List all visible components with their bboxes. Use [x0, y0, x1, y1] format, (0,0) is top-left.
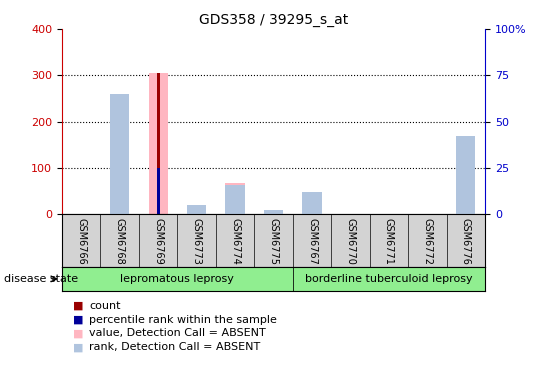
Text: ■: ■: [73, 328, 83, 339]
Text: GSM6773: GSM6773: [191, 218, 202, 265]
Text: GSM6768: GSM6768: [115, 218, 125, 265]
Text: percentile rank within the sample: percentile rank within the sample: [89, 314, 277, 325]
Text: ■: ■: [73, 314, 83, 325]
Text: GSM6776: GSM6776: [461, 218, 471, 265]
Title: GDS358 / 39295_s_at: GDS358 / 39295_s_at: [199, 13, 348, 27]
Bar: [157, 168, 160, 214]
Bar: [149, 73, 168, 214]
Text: GSM6769: GSM6769: [153, 218, 163, 265]
Bar: [62, 267, 293, 291]
Text: count: count: [89, 300, 120, 311]
Text: GSM6774: GSM6774: [230, 218, 240, 265]
Bar: [302, 195, 322, 214]
Text: ■: ■: [73, 342, 83, 352]
Text: GSM6766: GSM6766: [76, 218, 86, 265]
Text: GSM6775: GSM6775: [268, 218, 279, 265]
Text: GSM6767: GSM6767: [307, 218, 317, 265]
Text: lepromatous leprosy: lepromatous leprosy: [120, 274, 234, 284]
Text: borderline tuberculoid leprosy: borderline tuberculoid leprosy: [305, 274, 473, 284]
Text: value, Detection Call = ABSENT: value, Detection Call = ABSENT: [89, 328, 266, 339]
Bar: [110, 94, 129, 214]
Text: ■: ■: [73, 300, 83, 311]
Bar: [456, 152, 475, 214]
Bar: [225, 183, 245, 214]
Text: GSM6770: GSM6770: [345, 218, 356, 265]
Text: rank, Detection Call = ABSENT: rank, Detection Call = ABSENT: [89, 342, 260, 352]
Bar: [157, 73, 160, 214]
Text: GSM6772: GSM6772: [423, 218, 432, 265]
Bar: [293, 267, 485, 291]
Bar: [225, 184, 245, 214]
Bar: [302, 192, 322, 214]
Bar: [264, 210, 283, 214]
Bar: [456, 137, 475, 214]
Bar: [187, 205, 206, 214]
Text: disease state: disease state: [4, 274, 79, 284]
Text: GSM6771: GSM6771: [384, 218, 394, 265]
Bar: [110, 94, 129, 214]
